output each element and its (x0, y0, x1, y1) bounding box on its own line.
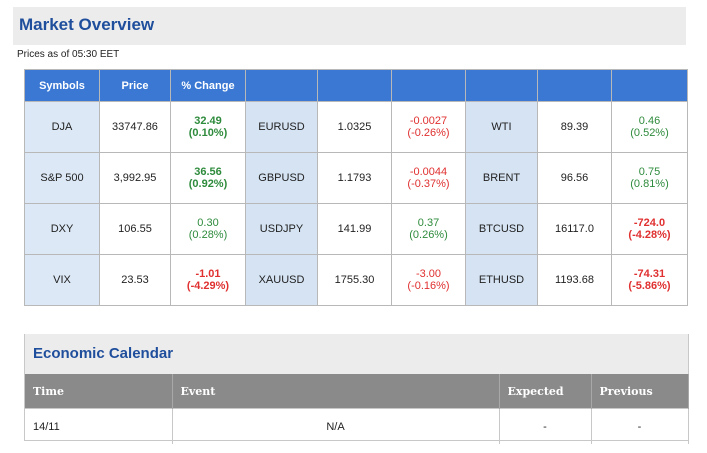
change-value: 0.75 (638, 166, 661, 178)
change-cell: 0.75 (0.81%) (611, 152, 688, 204)
change-cell: -3.00 (-0.16%) (391, 254, 466, 306)
change-value: 36.56 (194, 166, 222, 178)
change-percent: (-5.86%) (628, 280, 671, 292)
market-overview-title: Market Overview (19, 15, 155, 34)
header-blank (611, 69, 688, 102)
market-row: DJA 33747.86 32.49 (0.10%) EURUSD 1.0325… (24, 101, 688, 153)
change-percent: (-4.29%) (186, 280, 230, 292)
symbol-cell[interactable]: ETHUSD (465, 254, 538, 306)
economic-calendar-header: Economic Calendar (25, 334, 688, 374)
change-value: -1.01 (195, 268, 221, 280)
prices-as-of-label: Prices as of 05:30 EET (17, 49, 120, 60)
change-percent: (0.92%) (188, 178, 228, 190)
change-percent: (0.28%) (188, 229, 228, 241)
change-value: 0.30 (197, 217, 219, 229)
header-symbols: Symbols (24, 69, 100, 102)
change-value: -0.0044 (409, 166, 448, 178)
price-cell: 1.0325 (317, 101, 392, 153)
header-price: Price (99, 69, 171, 102)
price-cell: 16117.0 (537, 203, 612, 255)
header-blank (317, 69, 392, 102)
price-cell: 33747.86 (99, 101, 171, 153)
market-row: DXY 106.55 0.30 (0.28%) USDJPY 141.99 0.… (24, 203, 688, 255)
economic-calendar-title: Economic Calendar (33, 345, 174, 362)
change-value: 0.37 (417, 217, 440, 229)
symbol-cell[interactable]: XAUUSD (245, 254, 318, 306)
header-blank (465, 69, 538, 102)
header-event: Event (172, 374, 500, 409)
header-expected: Expected (499, 374, 592, 409)
calendar-expected: - (499, 408, 592, 444)
price-cell: 141.99 (317, 203, 392, 255)
change-cell: -0.0027 (-0.26%) (391, 101, 466, 153)
market-row: VIX 23.53 -1.01 (-4.29%) XAUUSD 1755.30 … (24, 254, 688, 306)
change-cell: 0.37 (0.26%) (391, 203, 466, 255)
market-row: S&P 500 3,992.95 36.56 (0.92%) GBPUSD 1.… (24, 152, 688, 204)
change-value: -74.31 (633, 268, 666, 280)
price-cell: 1193.68 (537, 254, 612, 306)
header-previous: Previous (591, 374, 689, 409)
symbol-cell[interactable]: DXY (24, 203, 100, 255)
change-cell: -74.31 (-5.86%) (611, 254, 688, 306)
change-cell: 32.49 (0.10%) (170, 101, 246, 153)
change-cell: -1.01 (-4.29%) (170, 254, 246, 306)
change-value: -724.0 (633, 217, 666, 229)
change-cell: 0.30 (0.28%) (170, 203, 246, 255)
calendar-time: 14/11 (25, 408, 173, 444)
change-percent: (0.81%) (630, 178, 669, 190)
price-cell: 1.1793 (317, 152, 392, 204)
change-percent: (0.52%) (630, 127, 669, 139)
symbol-cell[interactable]: GBPUSD (245, 152, 318, 204)
price-cell: 106.55 (99, 203, 171, 255)
change-percent: (0.26%) (409, 229, 448, 241)
price-cell: 23.53 (99, 254, 171, 306)
header-time: Time (25, 374, 173, 409)
market-overview-table: Symbols Price % Change DJA 33747.86 32.4… (24, 69, 688, 306)
calendar-event: N/A (172, 408, 500, 444)
economic-calendar-panel: Economic Calendar Time Event Expected Pr… (24, 334, 689, 444)
change-percent: (-0.16%) (407, 280, 450, 292)
price-cell: 1755.30 (317, 254, 392, 306)
change-value: -3.00 (415, 268, 442, 280)
header-blank (245, 69, 318, 102)
price-cell: 96.56 (537, 152, 612, 204)
price-cell: 89.39 (537, 101, 612, 153)
calendar-previous: - (591, 408, 689, 444)
change-percent: (0.10%) (188, 127, 228, 139)
symbol-cell[interactable]: BRENT (465, 152, 538, 204)
change-percent: (-4.28%) (628, 229, 671, 241)
change-cell: -0.0044 (-0.37%) (391, 152, 466, 204)
change-cell: 0.46 (0.52%) (611, 101, 688, 153)
symbol-cell[interactable]: S&P 500 (24, 152, 100, 204)
header-blank (391, 69, 466, 102)
change-value: 0.46 (638, 115, 661, 127)
calendar-row: 14/11 N/A - - (25, 408, 689, 444)
header-blank (537, 69, 612, 102)
calendar-header-row: Time Event Expected Previous (25, 374, 689, 409)
change-percent: (-0.26%) (407, 127, 450, 139)
market-header-row: Symbols Price % Change (24, 69, 688, 102)
symbol-cell[interactable]: BTCUSD (465, 203, 538, 255)
header-change: % Change (170, 69, 246, 102)
market-overview-header: Market Overview (13, 7, 686, 45)
economic-calendar-table: Time Event Expected Previous 14/11 N/A -… (25, 374, 689, 444)
change-value: -0.0027 (409, 115, 448, 127)
change-value: 32.49 (194, 115, 222, 127)
price-cell: 3,992.95 (99, 152, 171, 204)
change-cell: -724.0 (-4.28%) (611, 203, 688, 255)
symbol-cell[interactable]: USDJPY (245, 203, 318, 255)
symbol-cell[interactable]: VIX (24, 254, 100, 306)
symbol-cell[interactable]: EURUSD (245, 101, 318, 153)
symbol-cell[interactable]: DJA (24, 101, 100, 153)
change-percent: (-0.37%) (407, 178, 450, 190)
symbol-cell[interactable]: WTI (465, 101, 538, 153)
change-cell: 36.56 (0.92%) (170, 152, 246, 204)
